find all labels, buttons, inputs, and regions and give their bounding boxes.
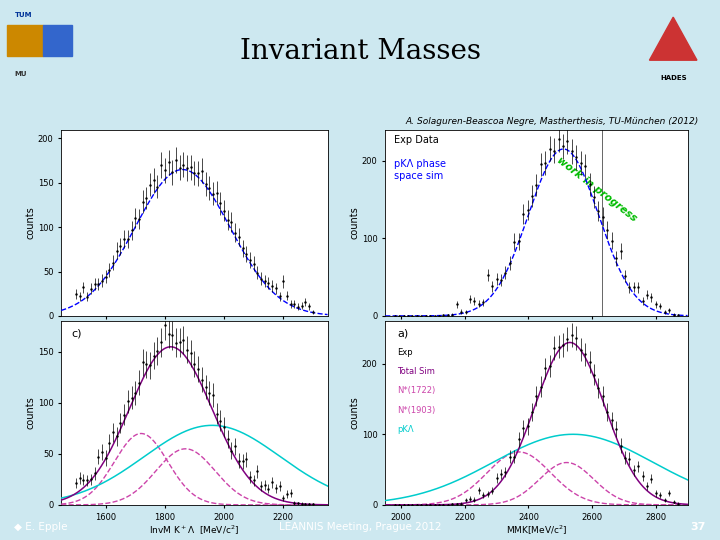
Text: TUM: TUM — [14, 12, 32, 18]
Text: HADES: HADES — [660, 75, 686, 81]
Bar — [7, 25, 43, 56]
Text: Exp Data: Exp Data — [395, 135, 439, 145]
Text: LEANNIS Meeting, Prague 2012: LEANNIS Meeting, Prague 2012 — [279, 522, 441, 531]
Text: c): c) — [72, 329, 82, 339]
X-axis label: Inv.Mass$_{(K,\Lambda)}$  [Me.V/c$^2$]: Inv.Mass$_{(K,\Lambda)}$ [Me.V/c$^2$] — [142, 335, 247, 350]
Polygon shape — [649, 17, 697, 60]
Text: 37: 37 — [690, 522, 706, 531]
Text: work in progress: work in progress — [555, 155, 639, 224]
Text: Total Sim: Total Sim — [397, 367, 435, 376]
Y-axis label: counts: counts — [349, 397, 359, 429]
Text: Exp: Exp — [397, 348, 413, 357]
Text: Invariant Masses: Invariant Masses — [240, 38, 480, 65]
Y-axis label: counts: counts — [25, 397, 35, 429]
X-axis label: InvM K$^+\Lambda$  [MeV/c$^2$]: InvM K$^+\Lambda$ [MeV/c$^2$] — [149, 524, 240, 537]
X-axis label: MMK[MeV/c$^2$]: MMK[MeV/c$^2$] — [505, 524, 567, 537]
Text: ◆ E. Epple: ◆ E. Epple — [14, 522, 68, 531]
X-axis label: Inv.Mass$_{(p,\Lambda)}$  [MeV/c$^2$]: Inv.Mass$_{(p,\Lambda)}$ [MeV/c$^2$] — [485, 335, 588, 350]
Text: a): a) — [397, 329, 408, 339]
Text: A. Solaguren-Beascoa Negre, Mastherthesis, TU-München (2012): A. Solaguren-Beascoa Negre, Mastherthesi… — [405, 117, 698, 126]
Text: pKΛ phase
space sim: pKΛ phase space sim — [395, 159, 446, 181]
Text: N*(1722): N*(1722) — [397, 387, 436, 395]
Text: pKΛ: pKΛ — [397, 425, 414, 434]
Y-axis label: counts: counts — [25, 206, 35, 239]
Text: MU: MU — [14, 71, 27, 77]
Bar — [43, 25, 72, 56]
Text: N*(1903): N*(1903) — [397, 406, 436, 415]
Y-axis label: counts: counts — [349, 206, 359, 239]
